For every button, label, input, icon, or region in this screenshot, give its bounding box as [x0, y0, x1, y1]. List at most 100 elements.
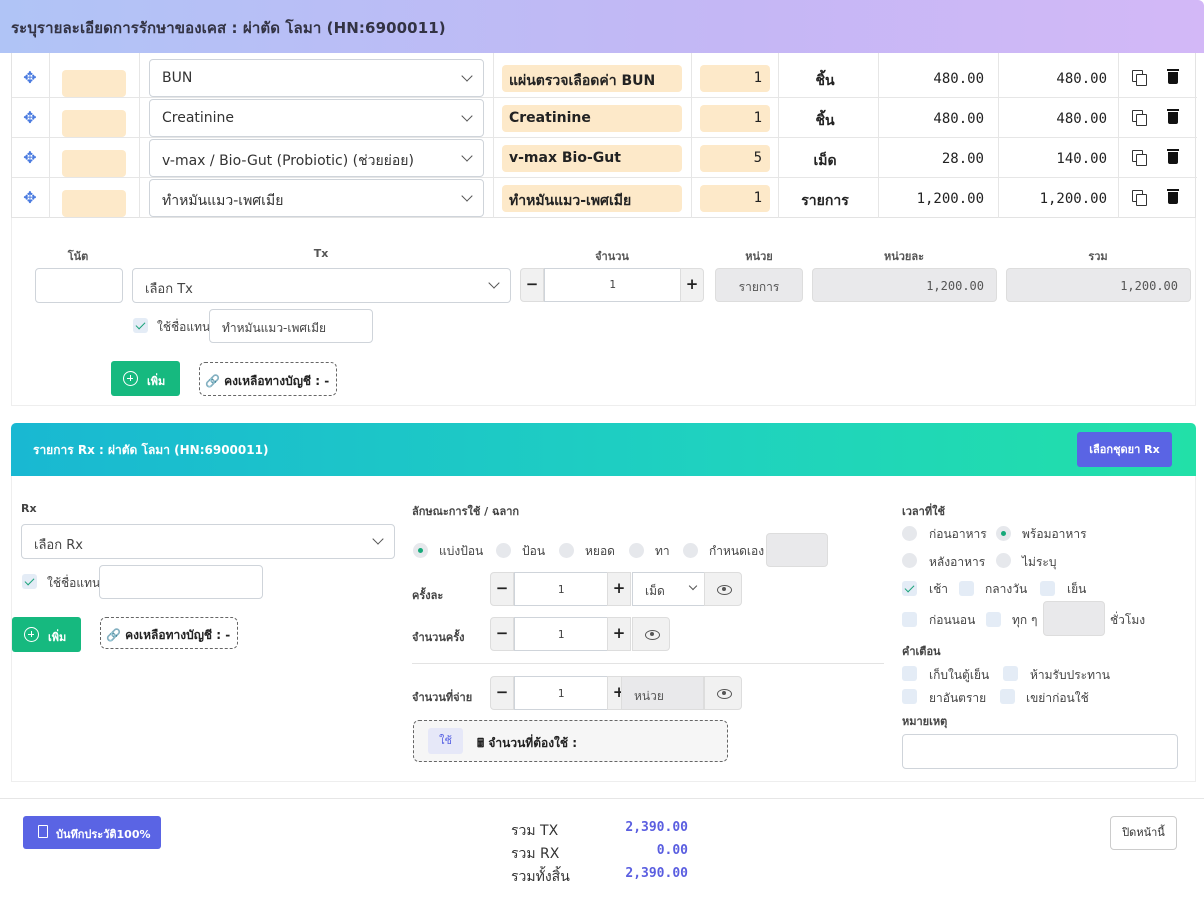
- usage-option-label: กำหนดเอง: [709, 544, 765, 558]
- alias-input[interactable]: ทำหมันแมว-เพศเมีย: [209, 309, 373, 343]
- unit-display: รายการ: [715, 268, 803, 302]
- note-cell[interactable]: [62, 70, 126, 97]
- note-cell[interactable]: [62, 150, 126, 177]
- table-row: ✥ BUN แผ่นตรวจเลือดค่า BUN 1 ชิ้น 480.00…: [12, 58, 1197, 98]
- price-cell: 480.00: [933, 71, 984, 87]
- sum-all-label: รวมทั้งสิ้น: [511, 869, 570, 885]
- warn-danger-checkbox[interactable]: [902, 689, 917, 704]
- every-checkbox[interactable]: [986, 612, 1001, 627]
- rx-use-alias-checkbox[interactable]: [22, 574, 37, 589]
- evening-checkbox[interactable]: [1040, 581, 1055, 596]
- custom-usage-input[interactable]: [766, 533, 828, 567]
- times-plus-button[interactable]: +: [607, 617, 631, 651]
- warn-no-eat-checkbox[interactable]: [1003, 666, 1018, 681]
- before-meal-radio[interactable]: [902, 526, 917, 541]
- sum-rx-value: 0.00: [656, 843, 688, 858]
- move-icon[interactable]: ✥: [23, 188, 37, 207]
- col-header-tx: Tx: [313, 247, 329, 260]
- qty-input[interactable]: 1: [544, 268, 681, 302]
- tx-select[interactable]: เลือก Tx: [132, 268, 511, 303]
- trash-icon[interactable]: [1167, 189, 1179, 204]
- choose-rx-set-button[interactable]: เลือกชุดยา Rx: [1077, 432, 1172, 467]
- eye-icon[interactable]: [704, 676, 742, 710]
- price-cell: 480.00: [933, 111, 984, 127]
- qty-cell[interactable]: 5: [700, 145, 770, 172]
- price-display: 1,200.00: [812, 268, 997, 302]
- usage-radio-feed[interactable]: [496, 543, 511, 558]
- qty-cell[interactable]: 1: [700, 105, 770, 132]
- modal-title: ระบุรายละเอียดการรักษาของเคส : ผ่าตัด โล…: [11, 19, 446, 37]
- warn-shake-label: เขย่าก่อนใช้: [1026, 691, 1089, 705]
- bedtime-checkbox[interactable]: [902, 612, 917, 627]
- times-minus-button[interactable]: −: [490, 617, 514, 651]
- times-input[interactable]: 1: [514, 617, 608, 651]
- move-icon[interactable]: ✥: [23, 108, 37, 127]
- dispense-input[interactable]: 1: [514, 676, 608, 710]
- usage-radio-split[interactable]: [413, 543, 428, 558]
- copy-icon[interactable]: [1132, 190, 1147, 206]
- move-icon[interactable]: ✥: [23, 68, 37, 87]
- note-cell[interactable]: [62, 190, 126, 217]
- every-hours-input[interactable]: [1043, 601, 1105, 636]
- warn-shake-checkbox[interactable]: [1000, 689, 1015, 704]
- use-alias-label: ใช้ชื่อแทน: [157, 320, 211, 334]
- close-page-button[interactable]: ปิดหน้านี้: [1110, 816, 1177, 850]
- tx-name-cell[interactable]: Creatinine: [502, 105, 682, 132]
- add-tx-button[interactable]: เพิ่ม: [111, 361, 180, 396]
- dose-label: ครั้งละ: [412, 589, 444, 602]
- trash-icon[interactable]: [1167, 69, 1179, 84]
- tx-name-cell[interactable]: v-max Bio-Gut: [502, 145, 682, 172]
- trash-icon[interactable]: [1167, 149, 1179, 164]
- eye-icon[interactable]: [704, 572, 742, 606]
- after-meal-radio[interactable]: [902, 553, 917, 568]
- tx-select[interactable]: Creatinine: [149, 99, 484, 137]
- chevron-down-icon: [372, 533, 384, 545]
- col-divider: [778, 53, 779, 218]
- tx-select[interactable]: ทำหมันแมว-เพศเมีย: [149, 179, 484, 217]
- remark-input[interactable]: [902, 734, 1178, 769]
- qty-plus-button[interactable]: +: [680, 268, 704, 302]
- dose-input[interactable]: 1: [514, 572, 608, 606]
- dispense-minus-button[interactable]: −: [490, 676, 514, 710]
- dose-minus-button[interactable]: −: [490, 572, 514, 606]
- tx-select[interactable]: v-max / Bio-Gut (Probiotic) (ช่วยย่อย): [149, 139, 484, 177]
- rx-alias-input[interactable]: [99, 565, 263, 599]
- qty-minus-button[interactable]: −: [520, 268, 544, 302]
- trash-icon[interactable]: [1167, 109, 1179, 124]
- use-button[interactable]: ใช้: [428, 728, 463, 754]
- dose-plus-button[interactable]: +: [607, 572, 631, 606]
- unspecified-radio[interactable]: [996, 553, 1011, 568]
- noon-checkbox[interactable]: [959, 581, 974, 596]
- qty-cell[interactable]: 1: [700, 185, 770, 212]
- col-divider: [49, 53, 50, 218]
- warn-fridge-checkbox[interactable]: [902, 666, 917, 681]
- add-tx-form: โน้ต Tx จำนวน หน่วย หน่วยละ รวม เลือก Tx…: [11, 218, 1196, 406]
- dose-unit-select[interactable]: เม็ด: [632, 572, 705, 606]
- tx-select[interactable]: BUN: [149, 59, 484, 97]
- usage-radio-drop[interactable]: [559, 543, 574, 558]
- copy-icon[interactable]: [1132, 70, 1147, 86]
- copy-icon[interactable]: [1132, 150, 1147, 166]
- tx-name-cell[interactable]: แผ่นตรวจเลือดค่า BUN: [502, 65, 682, 92]
- with-meal-radio[interactable]: [996, 526, 1011, 541]
- note-cell[interactable]: [62, 110, 126, 137]
- usage-radio-apply[interactable]: [629, 543, 644, 558]
- save-history-button[interactable]: บันทึกประวัติ100%: [23, 816, 161, 849]
- eye-icon[interactable]: [632, 617, 670, 651]
- rx-title: รายการ Rx : ผ่าตัด โลมา (HN:6900011): [33, 443, 269, 457]
- note-input[interactable]: [35, 268, 123, 303]
- usage-radio-custom[interactable]: [683, 543, 698, 558]
- morning-checkbox[interactable]: [902, 581, 917, 596]
- save-icon: [38, 825, 48, 838]
- use-alias-checkbox[interactable]: [133, 318, 148, 333]
- after-meal-label: หลังอาหาร: [929, 555, 986, 569]
- copy-icon[interactable]: [1132, 110, 1147, 126]
- add-rx-button[interactable]: เพิ่ม: [12, 617, 81, 652]
- tx-name-cell[interactable]: ทำหมันแมว-เพศเมีย: [502, 185, 682, 212]
- rx-select[interactable]: เลือก Rx: [21, 524, 395, 559]
- sum-all-value: 2,390.00: [625, 866, 688, 881]
- price-cell: 28.00: [941, 151, 984, 167]
- dispense-unit: หน่วย: [621, 676, 704, 710]
- move-icon[interactable]: ✥: [23, 148, 37, 167]
- qty-cell[interactable]: 1: [700, 65, 770, 92]
